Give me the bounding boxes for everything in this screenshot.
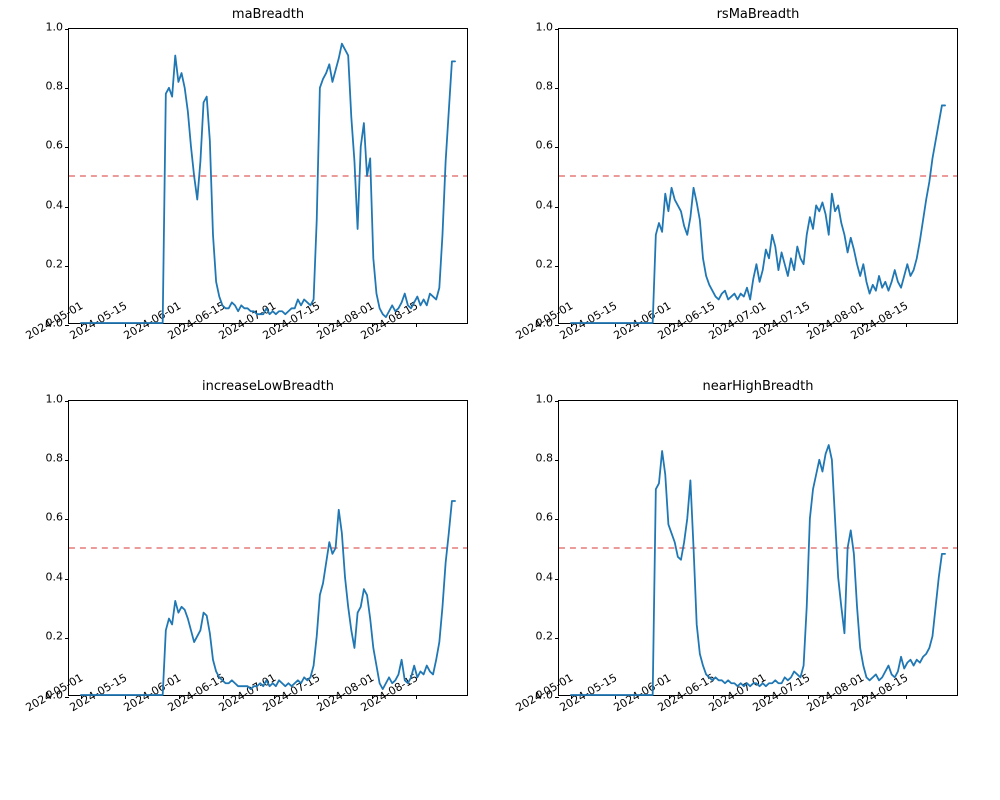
xtick-mark <box>318 323 319 327</box>
axes-title: increaseLowBreadth <box>69 379 467 394</box>
plot-area <box>69 401 467 695</box>
ytick-label: 0.4 <box>46 198 64 211</box>
ytick-label: 0.6 <box>46 511 64 524</box>
ytick-mark <box>555 697 559 698</box>
xtick-mark <box>318 695 319 699</box>
axes-title: maBreadth <box>69 7 467 22</box>
ytick-label: 0.6 <box>46 139 64 152</box>
ytick-label: 0.4 <box>46 570 64 583</box>
ytick-label: 0.2 <box>46 257 64 270</box>
axes-title: rsMaBreadth <box>559 7 957 22</box>
ytick-label: 0.2 <box>536 629 554 642</box>
ytick-label: 0.4 <box>536 570 554 583</box>
plot-area <box>559 401 957 695</box>
xtick-mark <box>906 323 907 327</box>
ytick-label: 0.2 <box>536 257 554 270</box>
ytick-mark <box>65 325 69 326</box>
ytick-label: 0.8 <box>536 452 554 465</box>
subplot-nearHighBreadth: nearHighBreadth0.00.20.40.60.81.02024-05… <box>558 400 958 696</box>
ytick-label: 0.8 <box>536 80 554 93</box>
ytick-label: 0.6 <box>536 511 554 524</box>
ytick-label: 1.0 <box>46 21 64 34</box>
ytick-label: 0.8 <box>46 80 64 93</box>
ytick-mark <box>65 697 69 698</box>
series-line <box>571 105 945 323</box>
series-line <box>571 445 945 695</box>
ytick-label: 0.8 <box>46 452 64 465</box>
xtick-mark <box>808 323 809 327</box>
ytick-mark <box>555 325 559 326</box>
series-line <box>81 44 455 323</box>
subplot-rsMaBreadth: rsMaBreadth0.00.20.40.60.81.02024-05-012… <box>558 28 958 324</box>
subplot-maBreadth: maBreadth0.00.20.40.60.81.02024-05-01202… <box>68 28 468 324</box>
ytick-label: 1.0 <box>536 21 554 34</box>
plot-area <box>69 29 467 323</box>
xtick-mark <box>808 695 809 699</box>
ytick-label: 0.4 <box>536 198 554 211</box>
xtick-mark <box>416 323 417 327</box>
xtick-mark <box>906 695 907 699</box>
ytick-label: 1.0 <box>536 393 554 406</box>
subplot-increaseLowBreadth: increaseLowBreadth0.00.20.40.60.81.02024… <box>68 400 468 696</box>
series-line <box>81 501 455 695</box>
ytick-label: 0.2 <box>46 629 64 642</box>
axes-title: nearHighBreadth <box>559 379 957 394</box>
ytick-label: 1.0 <box>46 393 64 406</box>
figure: maBreadth0.00.20.40.60.81.02024-05-01202… <box>0 0 1000 800</box>
xtick-mark <box>416 695 417 699</box>
plot-area <box>559 29 957 323</box>
ytick-label: 0.6 <box>536 139 554 152</box>
